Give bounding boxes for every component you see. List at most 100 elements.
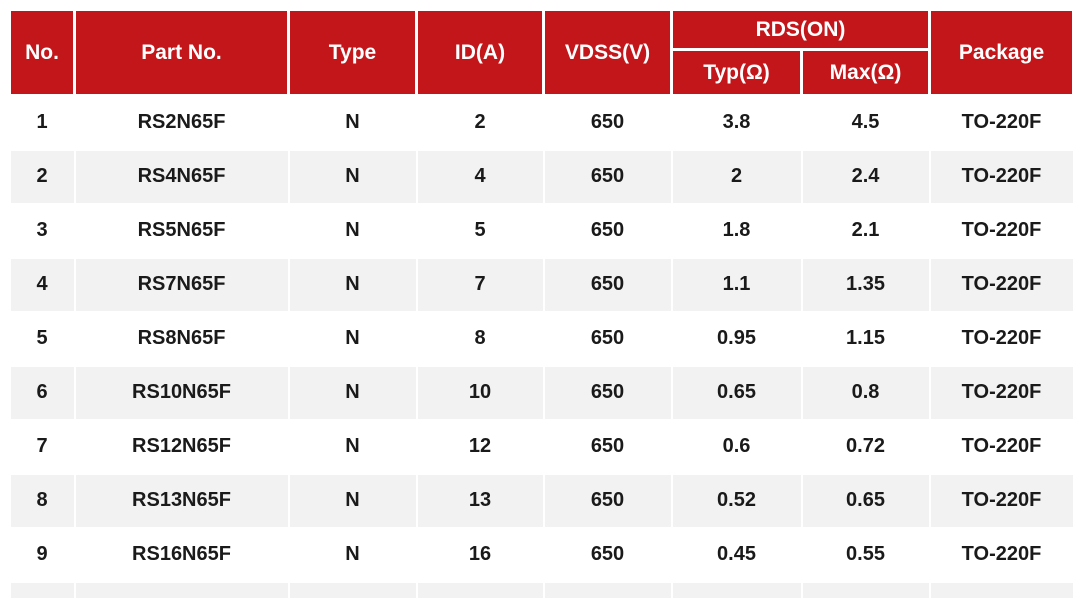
cell-no: 5 xyxy=(8,310,76,367)
table-row: 1 RS2N65F N 2 650 3.8 4.5 TO-220F xyxy=(8,94,1075,151)
header-cell-vdss-v: VDSS(V) xyxy=(542,8,673,97)
cell-no: 6 xyxy=(8,364,76,421)
cell-type xyxy=(287,580,418,598)
cell-typ: 2 xyxy=(670,148,803,205)
cell-max: 1.15 xyxy=(800,310,931,367)
cell-typ: 0.45 xyxy=(670,526,803,583)
table-row: 5 RS8N65F N 8 650 0.95 1.15 TO-220F xyxy=(8,310,1075,367)
header-row-2: Typ(Ω) Max(Ω) xyxy=(10,48,1074,97)
cell-typ: 0.95 xyxy=(670,310,803,367)
table-row: 8 RS13N65F N 13 650 0.52 0.65 TO-220F xyxy=(8,472,1075,529)
cell-part_no xyxy=(73,580,290,598)
cell-type: N xyxy=(287,148,418,205)
header-cell-type: Type xyxy=(287,8,418,97)
cell-type: N xyxy=(287,256,418,313)
header-cell-rds-on: RDS(ON) xyxy=(669,8,932,51)
header-row-1: No. Part No. Type ID(A) VDSS(V) RDS(ON) … xyxy=(8,8,1076,97)
cell-vdss_v: 650 xyxy=(542,148,673,205)
cell-vdss_v: 650 xyxy=(542,364,673,421)
cell-type: N xyxy=(287,364,418,421)
cell-package: TO-220F xyxy=(928,310,1075,367)
cell-max: 0.55 xyxy=(800,526,931,583)
cell-typ: 0.65 xyxy=(670,364,803,421)
cell-id_a xyxy=(415,580,545,598)
cell-max: 2.4 xyxy=(800,148,931,205)
cell-part_no: RS12N65F xyxy=(73,418,290,475)
cell-package: TO-220F xyxy=(928,202,1075,259)
cell-typ: 0.6 xyxy=(670,418,803,475)
cell-part_no: RS13N65F xyxy=(73,472,290,529)
cell-vdss_v: 650 xyxy=(542,418,673,475)
header-cell-package: Package xyxy=(928,8,1076,97)
cell-package: TO-220F xyxy=(928,418,1075,475)
cell-package: TO-220F xyxy=(928,256,1075,313)
cell-id_a: 5 xyxy=(415,202,545,259)
cell-typ xyxy=(670,580,803,598)
cell-vdss_v: 650 xyxy=(542,256,673,313)
cell-vdss_v: 650 xyxy=(542,310,673,367)
cell-typ: 1.8 xyxy=(670,202,803,259)
cell-vdss_v: 650 xyxy=(542,526,673,583)
cell-part_no: RS5N65F xyxy=(73,202,290,259)
cell-max: 0.8 xyxy=(800,364,931,421)
table-body: 1 RS2N65F N 2 650 3.8 4.5 TO-220F 2 RS4N65F N 4 650 2… xyxy=(8,94,1075,598)
cell-package: TO-220F xyxy=(928,364,1075,421)
cell-type: N xyxy=(287,94,418,151)
header-cell-id-a: ID(A) xyxy=(415,8,545,97)
cell-no: 1 xyxy=(8,94,76,151)
cell-id_a: 4 xyxy=(415,148,545,205)
cell-max: 0.65 xyxy=(800,472,931,529)
cell-part_no: RS10N65F xyxy=(73,364,290,421)
cell-package: TO-220F xyxy=(928,472,1075,529)
cell-max: 2.1 xyxy=(800,202,931,259)
cell-typ: 3.8 xyxy=(670,94,803,151)
cell-id_a: 2 xyxy=(415,94,545,151)
cell-no: 2 xyxy=(8,148,76,205)
header-cell-max: Max(Ω) xyxy=(799,48,932,97)
cell-typ: 1.1 xyxy=(670,256,803,313)
mosfet-spec-table: No. Part No. Type ID(A) VDSS(V) RDS(ON) … xyxy=(8,8,1076,598)
table-row: 7 RS12N65F N 12 650 0.6 0.72 TO-220F xyxy=(8,418,1075,475)
cell-no: 8 xyxy=(8,472,76,529)
cell-vdss_v: 650 xyxy=(542,94,673,151)
cell-max: 1.35 xyxy=(800,256,931,313)
cell-id_a: 8 xyxy=(415,310,545,367)
cell-type: N xyxy=(287,418,418,475)
cell-no: 7 xyxy=(8,418,76,475)
cell-no: 3 xyxy=(8,202,76,259)
header-cell-part-no: Part No. xyxy=(73,8,290,97)
table-row: 9 RS16N65F N 16 650 0.45 0.55 TO-220F xyxy=(8,526,1075,583)
cell-typ: 0.52 xyxy=(670,472,803,529)
cell-type: N xyxy=(287,472,418,529)
table-header: No. Part No. Type ID(A) VDSS(V) RDS(ON) … xyxy=(8,8,1076,97)
cell-package: TO-220F xyxy=(928,526,1075,583)
cell-id_a: 12 xyxy=(415,418,545,475)
cell-type: N xyxy=(287,526,418,583)
header-cell-no: No. xyxy=(8,8,76,97)
cell-type: N xyxy=(287,202,418,259)
cell-no: 4 xyxy=(8,256,76,313)
cell-max: 4.5 xyxy=(800,94,931,151)
table-row: 3 RS5N65F N 5 650 1.8 2.1 TO-220F xyxy=(8,202,1075,259)
table-row: 2 RS4N65F N 4 650 2 2.4 TO-220F xyxy=(8,148,1075,205)
cell-vdss_v: 650 xyxy=(542,472,673,529)
table-row: 4 RS7N65F N 7 650 1.1 1.35 TO-220F xyxy=(8,256,1075,313)
cell-id_a: 16 xyxy=(415,526,545,583)
cell-package: TO-220F xyxy=(928,94,1075,151)
cell-id_a: 7 xyxy=(415,256,545,313)
cell-package xyxy=(928,580,1075,598)
cell-part_no: RS4N65F xyxy=(73,148,290,205)
cell-part_no: RS7N65F xyxy=(73,256,290,313)
cell-part_no: RS16N65F xyxy=(73,526,290,583)
header-cell-typ: Typ(Ω) xyxy=(670,48,803,97)
cell-max xyxy=(800,580,931,598)
cell-id_a: 13 xyxy=(415,472,545,529)
table-row: 6 RS10N65F N 10 650 0.65 0.8 TO-220F xyxy=(8,364,1075,421)
cell-no: 9 xyxy=(8,526,76,583)
cell-part_no: RS2N65F xyxy=(73,94,290,151)
cell-vdss_v: 650 xyxy=(542,202,673,259)
cell-id_a: 10 xyxy=(415,364,545,421)
cell-type: N xyxy=(287,310,418,367)
cell-part_no: RS8N65F xyxy=(73,310,290,367)
